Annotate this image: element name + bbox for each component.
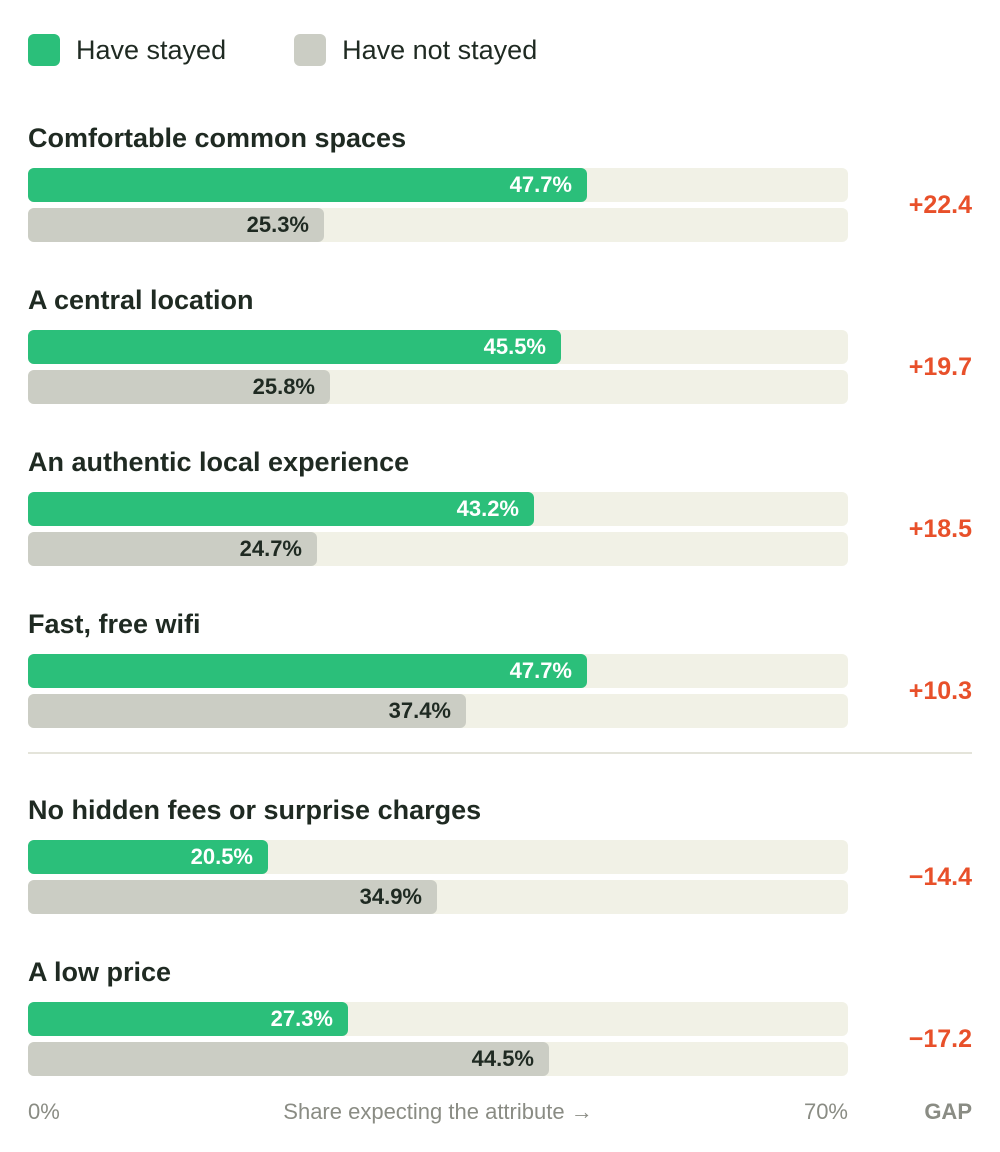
value-label-stayed-an-authentic-local-experience: 43.2% xyxy=(456,496,519,521)
section-divider xyxy=(28,752,972,754)
bar-track-stayed-an-authentic-local-experience: 43.2% xyxy=(28,492,848,526)
bar-track-not-stayed-comfortable-common-spaces: 25.3% xyxy=(28,208,848,242)
category-label-an-authentic-local-experience: An authentic local experience xyxy=(28,447,410,477)
gap-column-header: GAP xyxy=(924,1099,972,1124)
bar-not-stayed-an-authentic-local-experience: 24.7% xyxy=(28,532,317,566)
gap-value-a-central-location: +19.7 xyxy=(908,353,972,381)
bar-stayed-an-authentic-local-experience: 43.2% xyxy=(28,492,534,526)
category-label-a-low-price: A low price xyxy=(28,957,172,987)
gap-value-comfortable-common-spaces: +22.4 xyxy=(908,191,972,219)
bar-stayed-a-low-price: 27.3% xyxy=(28,1002,348,1036)
legend: Have stayed Have not stayed xyxy=(28,33,605,67)
bar-stayed-comfortable-common-spaces: 47.7% xyxy=(28,168,587,202)
bar-track-not-stayed-a-central-location: 25.8% xyxy=(28,370,848,404)
bar-track-stayed-fast-free-wifi: 47.7% xyxy=(28,654,848,688)
category-label-a-central-location: A central location xyxy=(28,285,254,315)
bar-track-stayed-a-central-location: 45.5% xyxy=(28,330,848,364)
bar-track-not-stayed-no-hidden-fees-or-surprise-charges: 34.9% xyxy=(28,880,848,914)
value-label-stayed-a-low-price: 27.3% xyxy=(270,1006,333,1031)
gap-value-no-hidden-fees-or-surprise-charges: −14.4 xyxy=(908,863,972,891)
bar-track-stayed-no-hidden-fees-or-surprise-charges: 20.5% xyxy=(28,840,848,874)
value-label-not-stayed-a-central-location: 25.8% xyxy=(252,374,315,399)
bar-not-stayed-a-central-location: 25.8% xyxy=(28,370,330,404)
bar-not-stayed-a-low-price: 44.5% xyxy=(28,1042,549,1076)
bar-not-stayed-fast-free-wifi: 37.4% xyxy=(28,694,466,728)
value-label-not-stayed-comfortable-common-spaces: 25.3% xyxy=(246,212,309,237)
bar-track-stayed-comfortable-common-spaces: 47.7% xyxy=(28,168,848,202)
x-axis-title: Share expecting the attribute → xyxy=(283,1099,593,1124)
category-label-fast-free-wifi: Fast, free wifi xyxy=(28,609,201,639)
legend-swatch-have-stayed xyxy=(28,34,60,66)
bar-stayed-no-hidden-fees-or-surprise-charges: 20.5% xyxy=(28,840,268,874)
gap-value-a-low-price: −17.2 xyxy=(908,1025,972,1053)
legend-label-have-stayed: Have stayed xyxy=(76,34,227,65)
bar-not-stayed-comfortable-common-spaces: 25.3% xyxy=(28,208,324,242)
x-axis-min-label: 0% xyxy=(28,1099,60,1124)
category-label-comfortable-common-spaces: Comfortable common spaces xyxy=(28,123,407,153)
bar-track-not-stayed-an-authentic-local-experience: 24.7% xyxy=(28,532,848,566)
value-label-stayed-no-hidden-fees-or-surprise-charges: 20.5% xyxy=(190,844,253,869)
bar-track-not-stayed-a-low-price: 44.5% xyxy=(28,1042,848,1076)
bar-stayed-a-central-location: 45.5% xyxy=(28,330,561,364)
value-label-not-stayed-no-hidden-fees-or-surprise-charges: 34.9% xyxy=(359,884,422,909)
x-axis-max-label: 70% xyxy=(803,1099,848,1124)
bar-not-stayed-no-hidden-fees-or-surprise-charges: 34.9% xyxy=(28,880,437,914)
value-label-not-stayed-fast-free-wifi: 37.4% xyxy=(388,698,451,723)
value-label-stayed-a-central-location: 45.5% xyxy=(483,334,546,359)
legend-label-have-not-stayed: Have not stayed xyxy=(342,34,538,65)
legend-swatch-have-not-stayed xyxy=(294,34,327,66)
legend-item-have-stayed: Have stayed xyxy=(28,34,226,66)
bar-track-not-stayed-fast-free-wifi: 37.4% xyxy=(28,694,848,728)
bar-stayed-fast-free-wifi: 47.7% xyxy=(28,654,587,688)
gap-value-fast-free-wifi: +10.3 xyxy=(908,677,972,705)
value-label-not-stayed-an-authentic-local-experience: 24.7% xyxy=(239,536,302,561)
value-label-stayed-comfortable-common-spaces: 47.7% xyxy=(509,172,572,197)
category-label-no-hidden-fees-or-surprise-charges: No hidden fees or surprise charges xyxy=(28,795,482,825)
bar-track-stayed-a-low-price: 27.3% xyxy=(28,1002,848,1036)
value-label-stayed-fast-free-wifi: 47.7% xyxy=(509,658,572,683)
gap-value-an-authentic-local-experience: +18.5 xyxy=(908,515,972,543)
legend-item-have-not-stayed: Have not stayed xyxy=(294,34,537,66)
value-label-not-stayed-a-low-price: 44.5% xyxy=(471,1046,534,1071)
